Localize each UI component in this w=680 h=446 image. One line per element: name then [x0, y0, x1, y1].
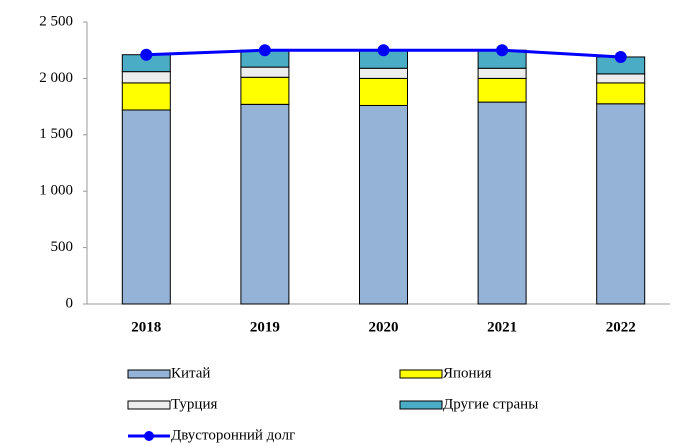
x-tick-label: 2021 [487, 319, 517, 335]
bar-segment [477, 67, 527, 79]
x-tick-label: 2020 [369, 319, 399, 335]
legend-label: Турция [171, 396, 217, 412]
y-tick-label: 2 500 [39, 13, 73, 29]
bar-segment [121, 109, 171, 305]
line-marker [377, 44, 390, 57]
y-tick-label: 1 000 [39, 183, 73, 199]
legend-label: Япония [443, 365, 492, 381]
y-tick-label: 500 [51, 239, 74, 255]
y-tick-label: 1 500 [39, 126, 73, 142]
x-tick-label: 2022 [606, 319, 636, 335]
bar-segment [596, 103, 646, 305]
bar-segment [240, 103, 290, 305]
bar-segment [121, 82, 171, 111]
legend-label: Двусторонний долг [171, 427, 295, 443]
line-marker [496, 44, 509, 57]
bar-segment [359, 104, 408, 305]
bar-segment [596, 82, 646, 105]
y-tick-label: 0 [66, 295, 74, 311]
legend-swatch [399, 369, 443, 379]
legend-label: Другие страны [443, 396, 538, 412]
line-marker [140, 48, 153, 61]
bar-segment [240, 76, 290, 105]
bar-segment [596, 73, 646, 84]
line-marker [614, 50, 627, 63]
line-marker [258, 44, 271, 57]
legend-label: Китай [171, 365, 210, 381]
bar-segment [359, 67, 408, 79]
bar-segment [477, 101, 527, 305]
legend-marker [144, 431, 154, 441]
bar-segment [359, 77, 408, 106]
bar-segment [121, 71, 171, 84]
bar-segment [240, 66, 290, 78]
y-tick-label: 2 000 [39, 70, 73, 86]
bar-segment [477, 77, 527, 103]
x-tick-label: 2018 [131, 319, 161, 335]
legend-swatch [127, 369, 171, 379]
x-tick-label: 2019 [250, 319, 280, 335]
legend-swatch [399, 400, 443, 410]
legend-swatch [127, 400, 171, 410]
